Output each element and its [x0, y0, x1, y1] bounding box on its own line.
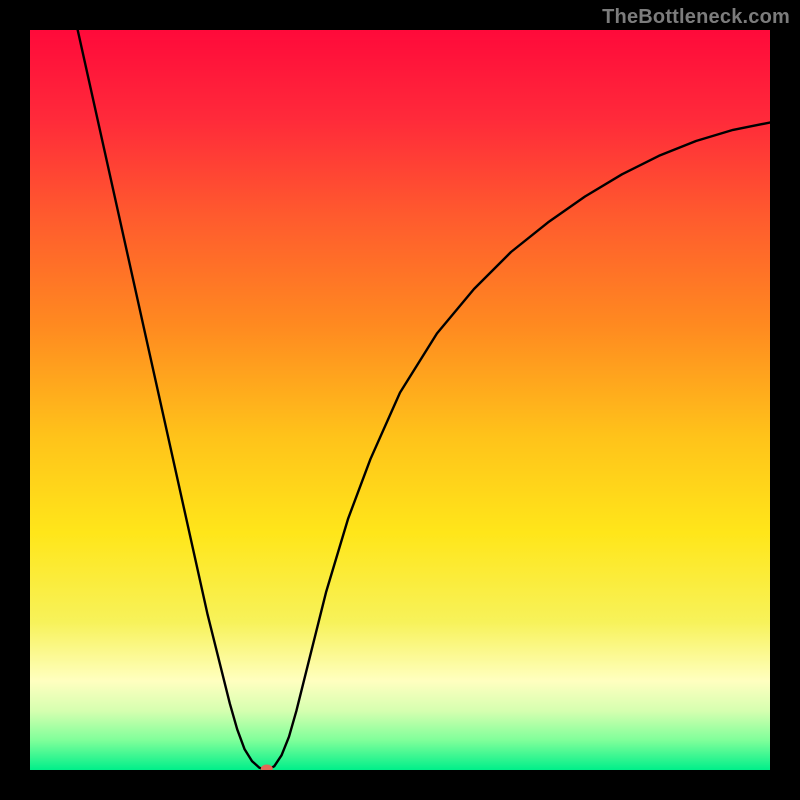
- chart-svg: [0, 0, 800, 800]
- chart-gradient-background: [30, 30, 770, 770]
- chart-container: TheBottleneck.com: [0, 0, 800, 800]
- watermark-text: TheBottleneck.com: [602, 6, 790, 29]
